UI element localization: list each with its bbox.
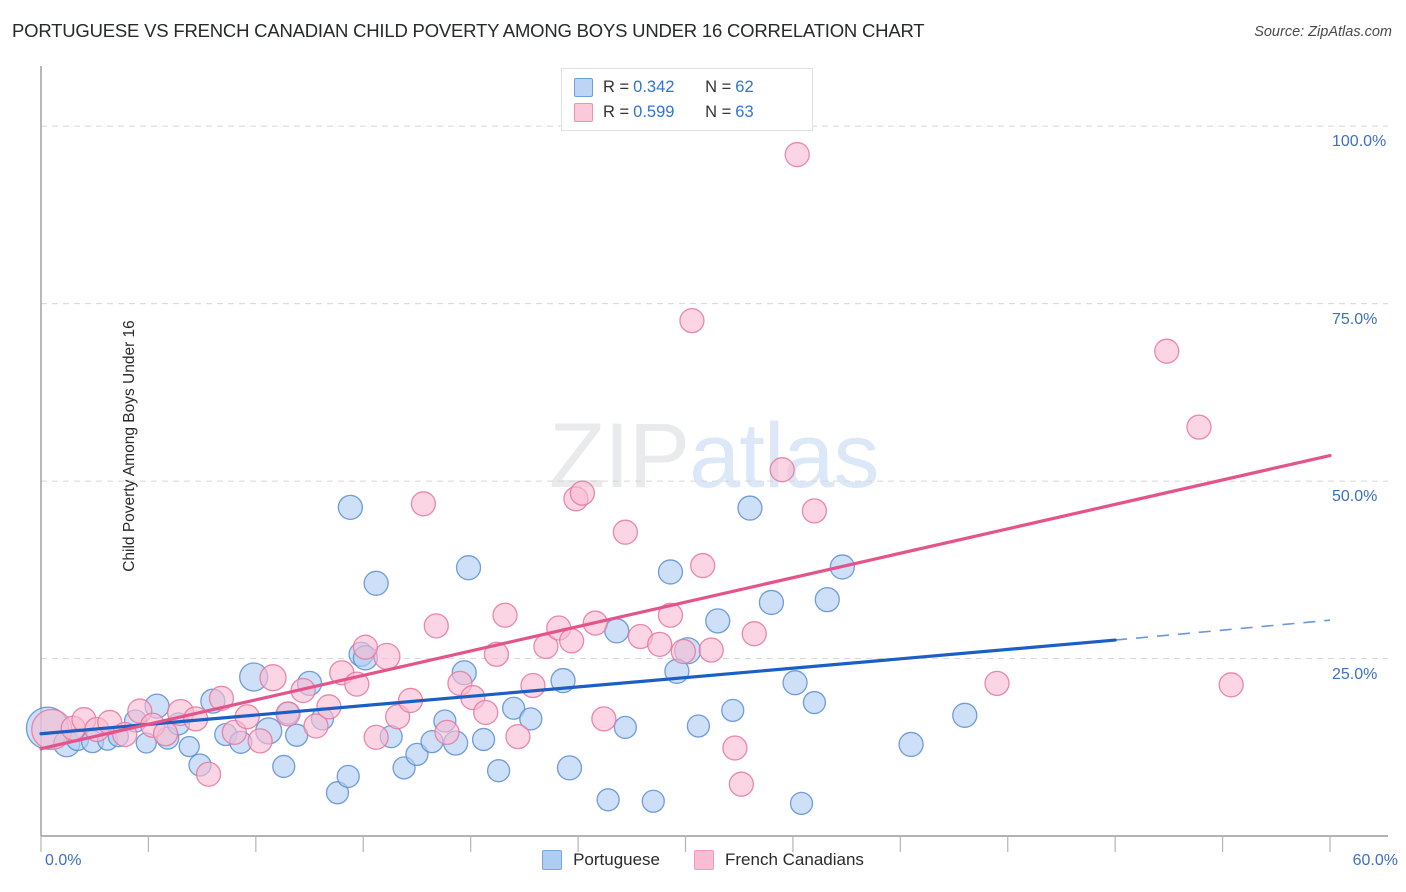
data-point	[801, 498, 828, 524]
data-point	[984, 670, 1010, 697]
data-point	[1186, 414, 1212, 440]
legend-item-french-canadians[interactable]: French Canadians	[694, 850, 864, 870]
data-point	[769, 457, 795, 483]
data-point	[363, 724, 389, 750]
series-points-french-canadians	[31, 141, 1244, 797]
data-point	[520, 672, 546, 699]
n-value-french-canadians: 63	[735, 103, 754, 121]
y-tick-label: 25.0%	[1332, 665, 1378, 683]
data-point	[705, 608, 731, 634]
data-point	[721, 698, 745, 722]
n-label-portuguese: N =	[705, 78, 732, 96]
data-point	[898, 731, 924, 758]
data-point	[410, 491, 437, 517]
y-tick-label: 100.0%	[1332, 133, 1387, 151]
r-value-french-canadians: 0.599	[633, 103, 675, 121]
data-point	[556, 755, 583, 781]
data-point	[483, 641, 510, 667]
n-label-french-canadians: N =	[705, 103, 732, 121]
source-attribution: Source: ZipAtlas.com	[1254, 24, 1392, 40]
data-point	[591, 706, 617, 732]
data-point	[336, 764, 360, 789]
data-point	[802, 690, 827, 715]
data-point	[501, 696, 526, 720]
data-point	[434, 719, 460, 746]
y-tick-label: 50.0%	[1332, 488, 1378, 506]
data-point	[657, 602, 684, 628]
data-point	[195, 761, 222, 787]
data-point	[558, 628, 585, 654]
data-point	[208, 685, 235, 711]
data-point	[303, 713, 329, 739]
correlation-row-french-canadians: R = 0.599 N = 63	[574, 100, 802, 125]
data-point	[1218, 672, 1244, 698]
legend-swatch-french-canadians	[574, 103, 593, 122]
data-point	[679, 307, 705, 334]
data-point	[814, 586, 840, 613]
data-point	[758, 589, 785, 616]
data-point	[569, 480, 596, 506]
data-point	[423, 613, 449, 639]
x-tick-label-max: 60.0%	[1352, 852, 1398, 869]
data-point	[613, 715, 637, 740]
data-point	[1154, 338, 1180, 364]
data-point	[728, 771, 755, 797]
data-point	[471, 727, 496, 752]
data-point	[686, 714, 711, 738]
data-point	[741, 621, 767, 647]
data-point	[952, 702, 978, 728]
page-title: PORTUGUESE VS FRENCH CANADIAN CHILD POVE…	[12, 20, 925, 41]
legend-color-portuguese	[542, 850, 563, 870]
data-point	[352, 634, 379, 660]
legend-swatch-portuguese	[574, 78, 593, 97]
data-point	[690, 552, 716, 579]
data-point	[737, 495, 763, 521]
data-point	[519, 707, 543, 731]
r-label-portuguese: R =	[603, 78, 630, 96]
n-value-portuguese: 62	[735, 78, 754, 96]
data-point	[698, 637, 724, 663]
y-tick-label: 75.0%	[1332, 310, 1378, 328]
r-value-portuguese: 0.342	[633, 78, 675, 96]
data-point	[405, 742, 429, 767]
data-point	[247, 728, 273, 754]
data-point	[789, 791, 814, 815]
data-point	[272, 754, 296, 779]
data-point	[782, 670, 808, 696]
series-legend: Portuguese French Canadians	[0, 850, 1406, 870]
x-tick-label-min: 0.0%	[45, 852, 82, 869]
correlation-row-portuguese: R = 0.342 N = 62	[574, 75, 802, 100]
data-point	[612, 519, 638, 545]
data-point	[486, 759, 511, 783]
trendline-french-canadians	[39, 453, 1332, 751]
data-point	[784, 141, 810, 168]
legend-label-portuguese: Portuguese	[573, 850, 661, 869]
data-point	[670, 638, 696, 665]
legend-item-portuguese[interactable]: Portuguese	[542, 850, 660, 870]
data-point	[178, 735, 200, 758]
data-point	[604, 618, 630, 644]
correlation-legend: R = 0.342 N = 62 R = 0.599 N = 63	[561, 68, 813, 131]
data-point	[505, 723, 531, 750]
legend-color-french-canadians	[694, 850, 715, 870]
r-label-french-canadians: R =	[603, 103, 630, 121]
data-point	[325, 781, 350, 805]
data-point	[641, 789, 665, 813]
trendline-portuguese	[39, 638, 1117, 736]
data-point	[647, 631, 673, 657]
data-point	[473, 699, 499, 726]
data-point	[363, 570, 389, 596]
data-point	[455, 555, 482, 581]
trendline-extension-portuguese	[1115, 619, 1331, 641]
legend-label-french-canadians: French Canadians	[725, 850, 864, 869]
data-point	[337, 494, 364, 520]
data-point	[657, 559, 684, 585]
data-point	[259, 664, 287, 692]
data-point	[722, 735, 748, 761]
data-point	[492, 602, 518, 628]
data-point	[152, 721, 179, 747]
data-point	[596, 788, 620, 812]
